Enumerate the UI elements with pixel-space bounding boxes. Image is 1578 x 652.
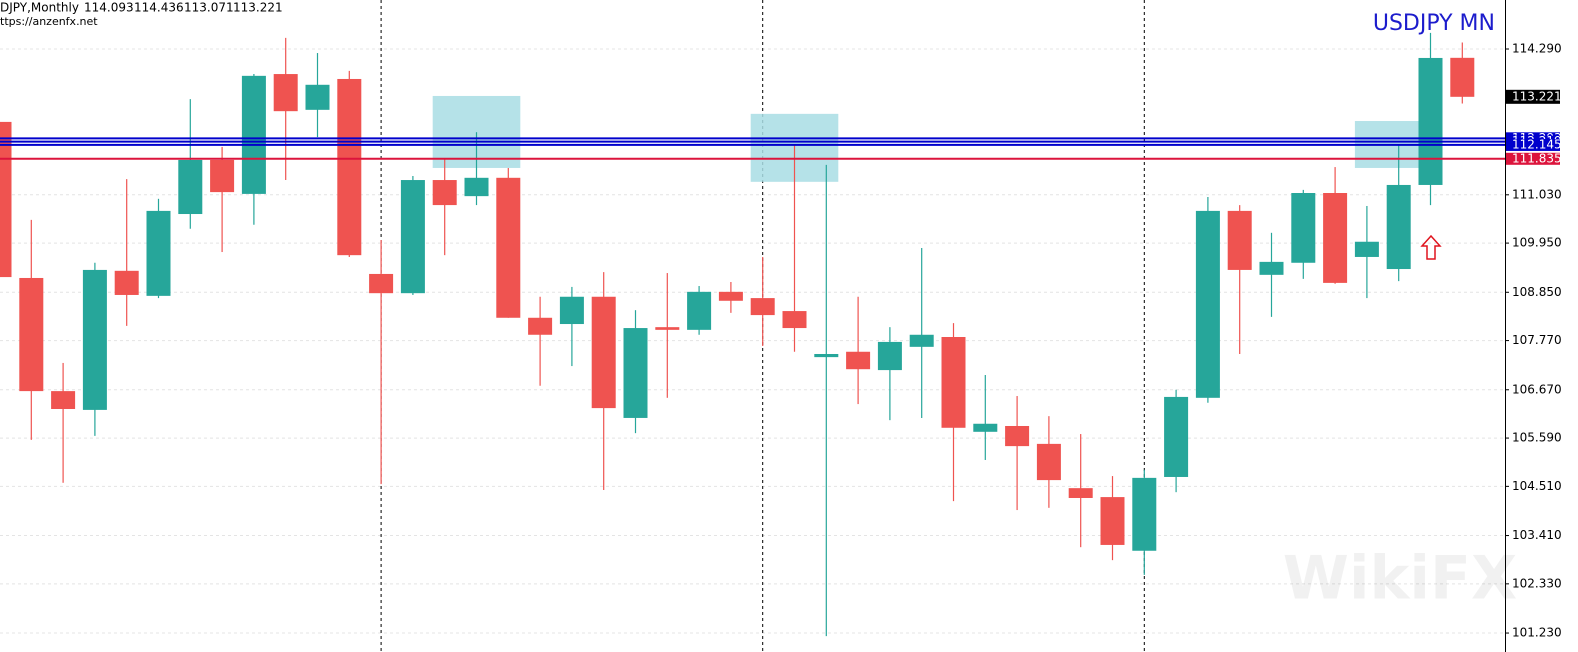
candle-body [750,298,775,316]
candle-body [273,74,298,112]
y-tick-label: 106.670 [1512,382,1562,396]
candle-body [464,177,489,197]
up-arrow [1420,234,1442,260]
watermark: WikiFX [1283,544,1517,614]
candle-body [1354,241,1379,257]
header-low: 113.071 [184,1,234,15]
candle-body [718,291,743,301]
current-price-label: 113.221 [1512,89,1562,103]
candle-body [1164,396,1189,477]
level-label: 111.835 [1512,151,1562,165]
candle-body [210,159,235,193]
candle-body [1386,184,1411,270]
candle-body [19,277,44,392]
candle-body [1100,497,1125,545]
candle-body [909,334,934,347]
price-axis: 114.290 111.030 109.950 108.850 107.770 106.6… [1505,42,1562,640]
candle-body [114,270,139,295]
plot-area [0,0,1505,652]
candle-body [51,391,76,409]
candle-body [591,296,616,409]
candle-body [559,296,584,325]
candle-body [1418,57,1443,185]
candle-body [1291,193,1316,263]
candle-body [1227,210,1252,270]
candle-body [305,84,330,110]
level-label-box [1506,152,1560,165]
candle-body [432,180,457,206]
header-high: 114.436 [134,1,184,15]
candle-body [400,180,425,294]
symbol-label: DJPY,Monthly [0,1,79,15]
candle-body [1450,57,1475,97]
candle-body [1259,261,1284,275]
source-label: ttps://anzenfx.net [0,15,98,28]
y-tick-label: 104.510 [1512,479,1562,493]
candle-body [82,269,107,410]
candle-body [178,159,203,215]
candle-body [941,337,966,428]
candle-body [623,328,648,418]
candles [0,32,1505,637]
y-tick-label: 105.590 [1512,431,1562,445]
y-tick-label: 114.290 [1512,42,1562,56]
candle-body [1036,443,1061,481]
y-tick-label: 102.330 [1512,576,1562,590]
candle-body [1195,210,1220,398]
candle-body [337,78,362,256]
level-label-box [1506,138,1560,151]
chart-title: USDJPY MN [1373,11,1495,36]
candle-body [528,317,553,335]
candle-body [1323,193,1348,283]
y-tick-label: 103.410 [1512,528,1562,542]
y-tick-label: 101.230 [1512,626,1562,640]
candle-body [369,273,394,294]
y-tick-label: 107.770 [1512,333,1562,347]
candle-body [782,311,807,329]
candle-body [846,351,871,370]
candle-body [1005,425,1030,447]
header-open: 114.093 [84,1,134,15]
candle-body [1132,477,1157,551]
candle-body [0,121,12,278]
candle-body [973,423,998,432]
y-tick-label: 111.030 [1512,187,1562,201]
candle-body [146,210,171,296]
level-label: 112.145 [1512,137,1562,151]
candle-body [687,291,712,330]
y-tick-label: 108.850 [1512,285,1562,299]
candle-body [1068,488,1093,498]
y-tick-label: 109.950 [1512,236,1562,250]
candle-body [877,341,902,371]
candle-body [241,75,266,194]
current-price-box [1506,89,1560,104]
candle-body [814,353,839,358]
header-close: 113.221 [233,1,283,15]
candle-body [496,177,521,318]
candle-body [655,327,680,330]
